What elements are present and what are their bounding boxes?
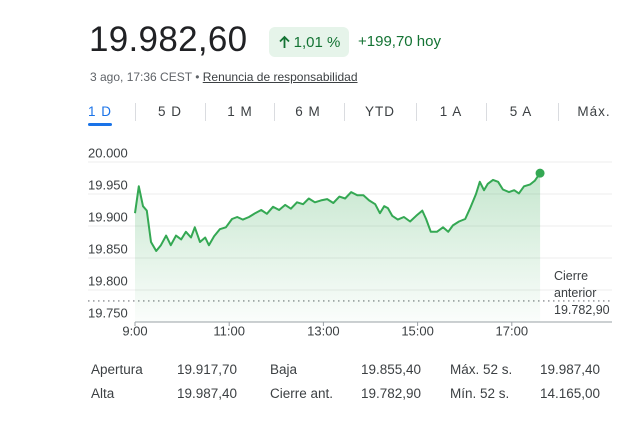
up-arrow [279, 35, 290, 48]
stat-value: 19.855,40 [360, 362, 421, 377]
tab-separator [486, 103, 487, 121]
tab-separator [557, 103, 559, 121]
tab[interactable]: 6 M [295, 104, 321, 119]
stat-label: Alta [91, 386, 115, 401]
x-tick-label: 11:00 [213, 323, 245, 338]
previous-close-title: Cierre anterior [554, 269, 597, 300]
y-tick-label: 19.900 [88, 209, 128, 224]
tab[interactable]: 5 A [509, 104, 533, 119]
change-percent: 1,01 % [293, 33, 341, 51]
stat-value: 19.987,40 [176, 386, 237, 401]
stat-value: 19.917,70 [176, 362, 237, 377]
previous-close-label: Cierre anterior 19.782,90 [554, 268, 616, 319]
tab[interactable]: 1 A [439, 104, 463, 119]
change-badge: 1,01 % [269, 27, 349, 57]
tab[interactable]: 5 D [157, 104, 183, 119]
x-tick-label: 17:00 [496, 323, 529, 338]
y-tick-label: 19.800 [88, 273, 128, 288]
previous-close-value: 19.782,90 [554, 303, 610, 317]
area-fill [135, 173, 541, 322]
stat-value: 14.165,00 [539, 386, 600, 401]
tab[interactable]: Máx. [577, 104, 611, 119]
tab-separator [344, 103, 345, 121]
x-tick-label: 13:00 [307, 323, 340, 338]
timestamp: 3 ago, 17:36 CEST [90, 70, 192, 84]
tab-separator [135, 103, 136, 121]
stat-label: Baja [270, 362, 298, 377]
stat-value: 19.782,90 [360, 386, 421, 401]
tab-separator [274, 103, 275, 121]
price-line [134, 172, 541, 252]
y-tick-label: 19.850 [88, 241, 128, 256]
x-tick-label: 9:00 [122, 323, 147, 338]
stat-value: 19.987,40 [539, 362, 600, 377]
tab-underline [88, 123, 112, 126]
disclaimer-link[interactable]: Renuncia de responsabilidad [202, 70, 358, 84]
tab[interactable]: 1 D [87, 104, 113, 119]
stat-label: Mín. 52 s. [450, 386, 510, 401]
y-tick-label: 19.950 [88, 177, 128, 192]
tab[interactable]: 1 M [227, 104, 253, 119]
y-tick-label: 19.750 [88, 305, 128, 320]
stat-label: Máx. 52 s. [450, 362, 513, 377]
tab-separator [415, 103, 417, 121]
tab-separator [205, 103, 206, 121]
x-tick-label: 15:00 [401, 323, 434, 338]
subline: 3 ago, 17:36 CEST • Renuncia de responsa… [90, 70, 358, 84]
tab[interactable]: YTD [365, 104, 395, 119]
change-abs: +199,70 hoy [358, 33, 441, 50]
stat-label: Cierre ant. [270, 386, 334, 401]
last-point [535, 168, 545, 178]
stat-label: Apertura [91, 362, 143, 377]
y-tick-label: 20.000 [88, 145, 128, 160]
price: 19.982,60 [89, 20, 248, 59]
